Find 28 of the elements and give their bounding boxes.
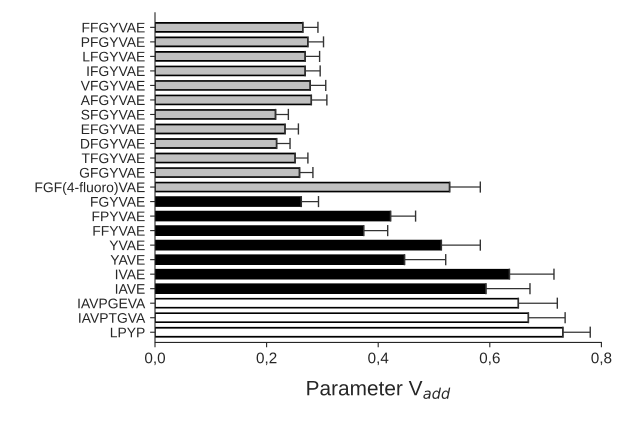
y-tick-label: AFGYVAE (80, 95, 145, 106)
x-tick-label: 0,8 (591, 352, 612, 366)
y-tick-label: EFGYVAE (82, 124, 145, 134)
y-tick-label: LPYP (110, 328, 145, 338)
y-tick-label: VFGYVAE (80, 80, 145, 91)
y-tick-label: SFGYVAE (81, 110, 145, 120)
y-tick-label: IAVE (116, 284, 145, 294)
y-tick-label: FFGYVAE (82, 22, 145, 33)
x-tick-label: 0,6 (480, 352, 500, 366)
y-tick-label: FGF(4-fluoro)VAE (36, 182, 145, 195)
y-tick-label: LFGYVAE (83, 52, 145, 62)
x-tick-label: 0,2 (256, 352, 276, 366)
y-tick-label: IAVPTGVA (79, 313, 146, 323)
y-tick-label: FGYVAE (91, 196, 145, 207)
y-tick-label: GFGYVAE (80, 168, 145, 178)
y-tick-label: IFGYVAE (87, 66, 145, 76)
y-tick-label: IVAE (116, 270, 145, 280)
y-tick-label: YAVE (110, 255, 145, 265)
y-tick-label: PFGYVAE (82, 37, 145, 48)
y-tick-label: DFGYVAE (81, 138, 145, 149)
x-tick-label: 0,4 (368, 352, 388, 366)
y-tick-label: YVAE (110, 240, 145, 250)
y-tick-label: IAVPGEVA (78, 298, 146, 308)
x-tick-label: 0,0 (144, 352, 166, 366)
y-tick-label: FFYVAE (93, 226, 145, 236)
x-axis-title: Parameter V$_{add}$ (307, 380, 450, 399)
y-tick-label: FPYVAE (92, 212, 145, 222)
y-tick-label: TFGYVAE (82, 153, 145, 164)
